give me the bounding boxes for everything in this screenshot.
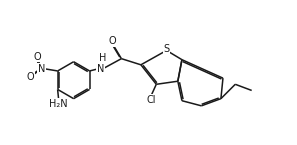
Text: O: O <box>26 72 34 82</box>
Text: N: N <box>37 64 45 74</box>
Text: S: S <box>163 44 170 54</box>
Text: O: O <box>108 36 116 46</box>
Text: O: O <box>33 52 41 62</box>
Text: H: H <box>99 53 107 63</box>
Text: Cl: Cl <box>146 95 156 105</box>
Text: N: N <box>97 64 105 74</box>
Text: H₂N: H₂N <box>49 99 68 109</box>
